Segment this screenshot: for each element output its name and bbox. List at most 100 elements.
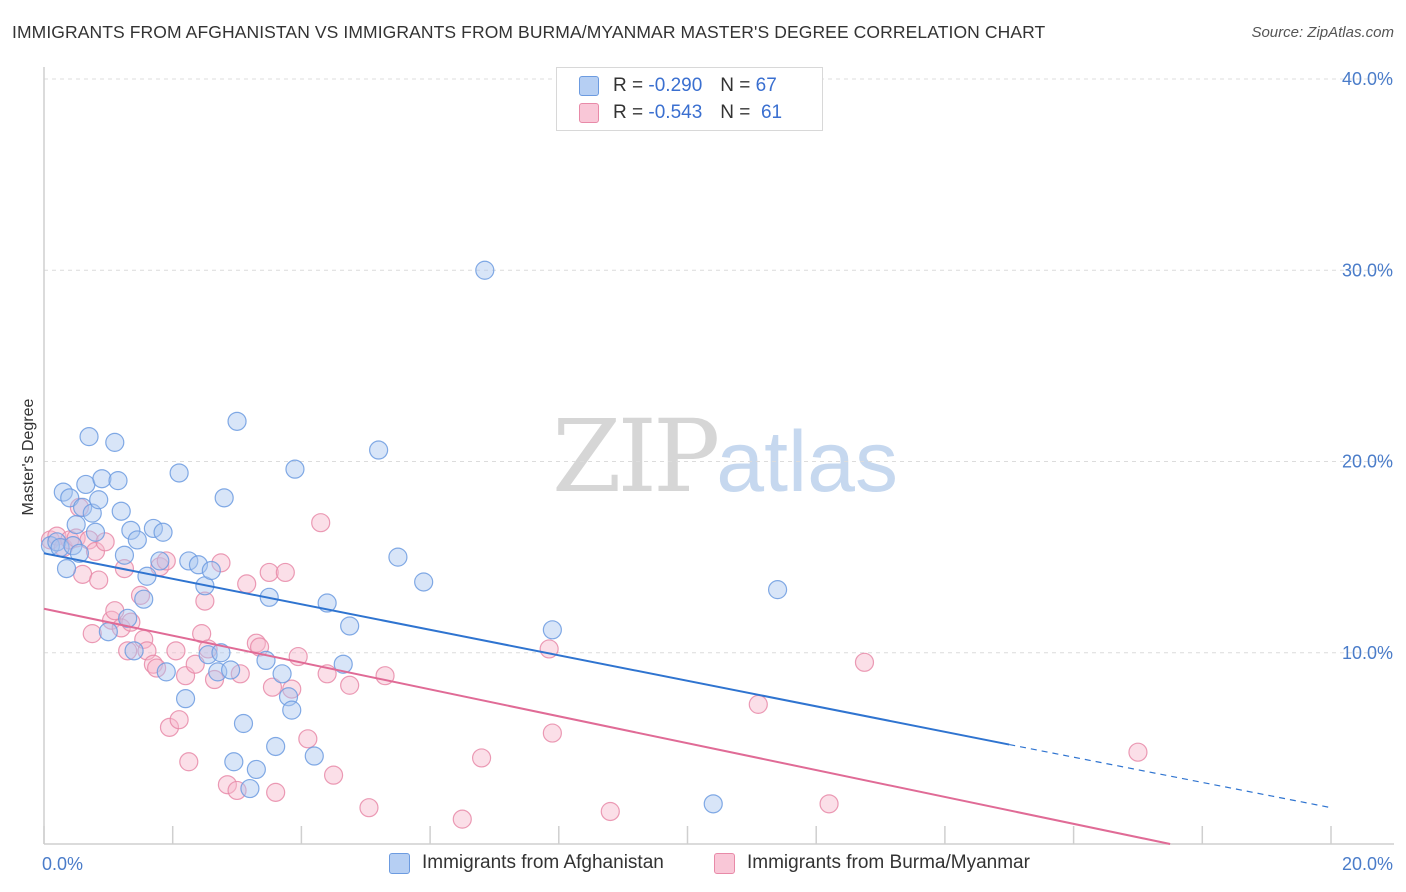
point-afghanistan (153, 522, 173, 542)
point-afghanistan (703, 794, 723, 814)
point-burma (47, 526, 67, 546)
y-tick-label: 10.0% (1342, 643, 1393, 663)
point-burma (259, 562, 279, 583)
point-afghanistan (111, 501, 131, 521)
legend-n-value: 67 (755, 75, 777, 96)
legend-swatch-blue (579, 76, 599, 96)
point-afghanistan (89, 490, 109, 510)
y-tick-label: 30.0% (1342, 260, 1393, 280)
point-burma (147, 658, 167, 678)
point-burma (166, 641, 186, 661)
point-burma (748, 694, 768, 714)
point-burma (179, 752, 199, 772)
point-burma (262, 677, 283, 697)
point-afghanistan (240, 778, 260, 799)
point-afghanistan (233, 713, 254, 734)
point-burma (237, 574, 257, 594)
point-burma (195, 591, 215, 611)
point-afghanistan (388, 547, 408, 567)
point-afghanistan (105, 432, 125, 452)
legend-swatch-pink (579, 103, 599, 123)
point-afghanistan (542, 620, 562, 640)
point-afghanistan (246, 759, 266, 780)
chart-title: IMMIGRANTS FROM AFGHANISTAN VS IMMIGRANT… (12, 22, 1046, 42)
point-afghanistan (69, 543, 89, 563)
x-tick-label: 20.0% (1342, 854, 1393, 874)
point-burma (359, 798, 379, 818)
point-afghanistan (56, 558, 77, 579)
point-burma (311, 513, 331, 533)
point-afghanistan (201, 560, 221, 581)
point-burma (600, 801, 620, 822)
x-tick-label: 0.0% (42, 854, 83, 874)
point-afghanistan (369, 440, 389, 460)
point-afghanistan (118, 608, 138, 628)
point-afghanistan (285, 459, 305, 479)
point-burma (340, 675, 360, 695)
point-afghanistan (266, 736, 286, 757)
labels-layer: Master's Degree 10.0% 20.0% 30.0% 40.0% 0.0%… (20, 69, 1393, 874)
point-afghanistan (767, 580, 788, 600)
y-axis-label: Master's Degree (20, 398, 37, 515)
point-burma (452, 809, 472, 829)
point-afghanistan (169, 463, 189, 483)
bottom-legend-burma: Immigrants from Burma/Myanmar (714, 852, 1030, 874)
trend-line-afghanistan-extension (1009, 743, 1332, 809)
point-afghanistan (124, 641, 144, 661)
legend-r-value: -0.290 (648, 75, 703, 96)
point-afghanistan (214, 488, 234, 508)
point-burma (217, 775, 237, 795)
point-afghanistan (137, 566, 157, 586)
point-afghanistan (282, 700, 302, 720)
correlation-legend: R = -0.290 N = 67 R = -0.543 N = 61 (556, 67, 823, 131)
point-burma (159, 717, 180, 737)
bottom-legend-label-afghanistan: Immigrants from Afghanistan (422, 852, 664, 873)
point-burma (542, 723, 562, 743)
watermark-zip-text: ZIP (552, 398, 720, 515)
point-afghanistan (92, 469, 112, 489)
point-afghanistan (47, 532, 67, 552)
point-afghanistan (179, 551, 199, 571)
point-afghanistan (60, 488, 80, 508)
point-afghanistan (333, 654, 353, 674)
point-afghanistan (127, 530, 147, 550)
y-tick-label: 20.0% (1342, 452, 1393, 472)
point-afghanistan (76, 474, 96, 495)
point-burma (819, 794, 839, 814)
point-afghanistan (414, 572, 434, 592)
point-burma (82, 624, 102, 644)
y-tick-label: 40.0% (1342, 69, 1393, 89)
point-afghanistan (211, 643, 231, 663)
trend-line-burma (43, 607, 1171, 845)
bottom-legend-afghanistan: Immigrants from Afghanistan (389, 852, 664, 874)
point-burma (471, 748, 492, 768)
point-burma (298, 729, 318, 749)
point-afghanistan (221, 660, 241, 680)
legend-r-label: R = (613, 102, 644, 123)
trend-layer (43, 552, 1332, 845)
trend-line-afghanistan (43, 552, 1010, 746)
legend-row-burma: R = -0.543 N = 61 (579, 100, 782, 126)
bottom-legend-label-burma: Immigrants from Burma/Myanmar (747, 852, 1030, 873)
point-afghanistan (114, 545, 135, 565)
points-layer (40, 260, 1148, 829)
point-burma (275, 562, 295, 583)
point-afghanistan (227, 411, 247, 431)
point-afghanistan (272, 664, 292, 684)
point-burma (854, 652, 875, 672)
point-afghanistan (304, 746, 324, 766)
point-afghanistan (79, 427, 99, 447)
legend-n-value: 61 (760, 102, 783, 123)
point-afghanistan (63, 536, 83, 556)
point-burma (156, 551, 176, 571)
point-afghanistan (143, 518, 163, 539)
point-burma (323, 765, 344, 785)
point-burma (118, 641, 138, 661)
grid-layer (44, 78, 1394, 654)
point-afghanistan (340, 616, 360, 636)
legend-n-label: N = (720, 102, 751, 123)
point-afghanistan (224, 752, 244, 772)
point-burma (266, 782, 286, 802)
point-afghanistan (85, 522, 106, 542)
